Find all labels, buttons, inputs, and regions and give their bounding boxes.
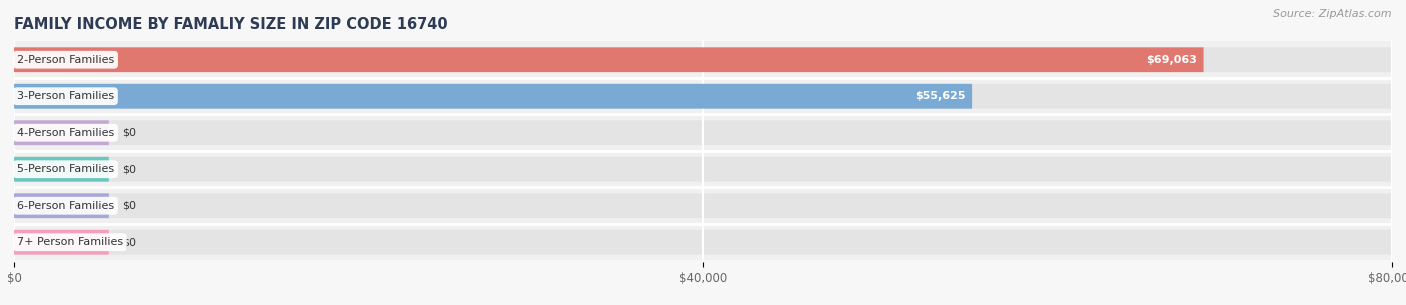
Text: 7+ Person Families: 7+ Person Families	[17, 237, 122, 247]
Text: 3-Person Families: 3-Person Families	[17, 91, 114, 101]
Text: 4-Person Families: 4-Person Families	[17, 128, 114, 138]
FancyBboxPatch shape	[14, 114, 1392, 151]
FancyBboxPatch shape	[14, 47, 1204, 72]
FancyBboxPatch shape	[14, 188, 1392, 224]
Text: $69,063: $69,063	[1146, 55, 1197, 65]
FancyBboxPatch shape	[14, 151, 1392, 188]
FancyBboxPatch shape	[14, 84, 972, 109]
FancyBboxPatch shape	[14, 193, 1392, 218]
Text: $0: $0	[122, 237, 136, 247]
FancyBboxPatch shape	[14, 78, 1392, 114]
FancyBboxPatch shape	[14, 224, 1392, 260]
FancyBboxPatch shape	[14, 230, 1392, 255]
FancyBboxPatch shape	[14, 120, 108, 145]
FancyBboxPatch shape	[14, 47, 1392, 72]
Text: Source: ZipAtlas.com: Source: ZipAtlas.com	[1274, 9, 1392, 19]
Text: $0: $0	[122, 128, 136, 138]
FancyBboxPatch shape	[14, 230, 108, 255]
Text: 5-Person Families: 5-Person Families	[17, 164, 114, 174]
Text: FAMILY INCOME BY FAMALIY SIZE IN ZIP CODE 16740: FAMILY INCOME BY FAMALIY SIZE IN ZIP COD…	[14, 16, 447, 31]
FancyBboxPatch shape	[14, 120, 1392, 145]
FancyBboxPatch shape	[14, 157, 108, 182]
Text: $0: $0	[122, 201, 136, 211]
FancyBboxPatch shape	[14, 193, 108, 218]
FancyBboxPatch shape	[14, 41, 1392, 78]
Text: 6-Person Families: 6-Person Families	[17, 201, 114, 211]
Text: 2-Person Families: 2-Person Families	[17, 55, 114, 65]
Text: $0: $0	[122, 164, 136, 174]
Text: $55,625: $55,625	[915, 91, 966, 101]
FancyBboxPatch shape	[14, 157, 1392, 182]
FancyBboxPatch shape	[14, 84, 1392, 109]
